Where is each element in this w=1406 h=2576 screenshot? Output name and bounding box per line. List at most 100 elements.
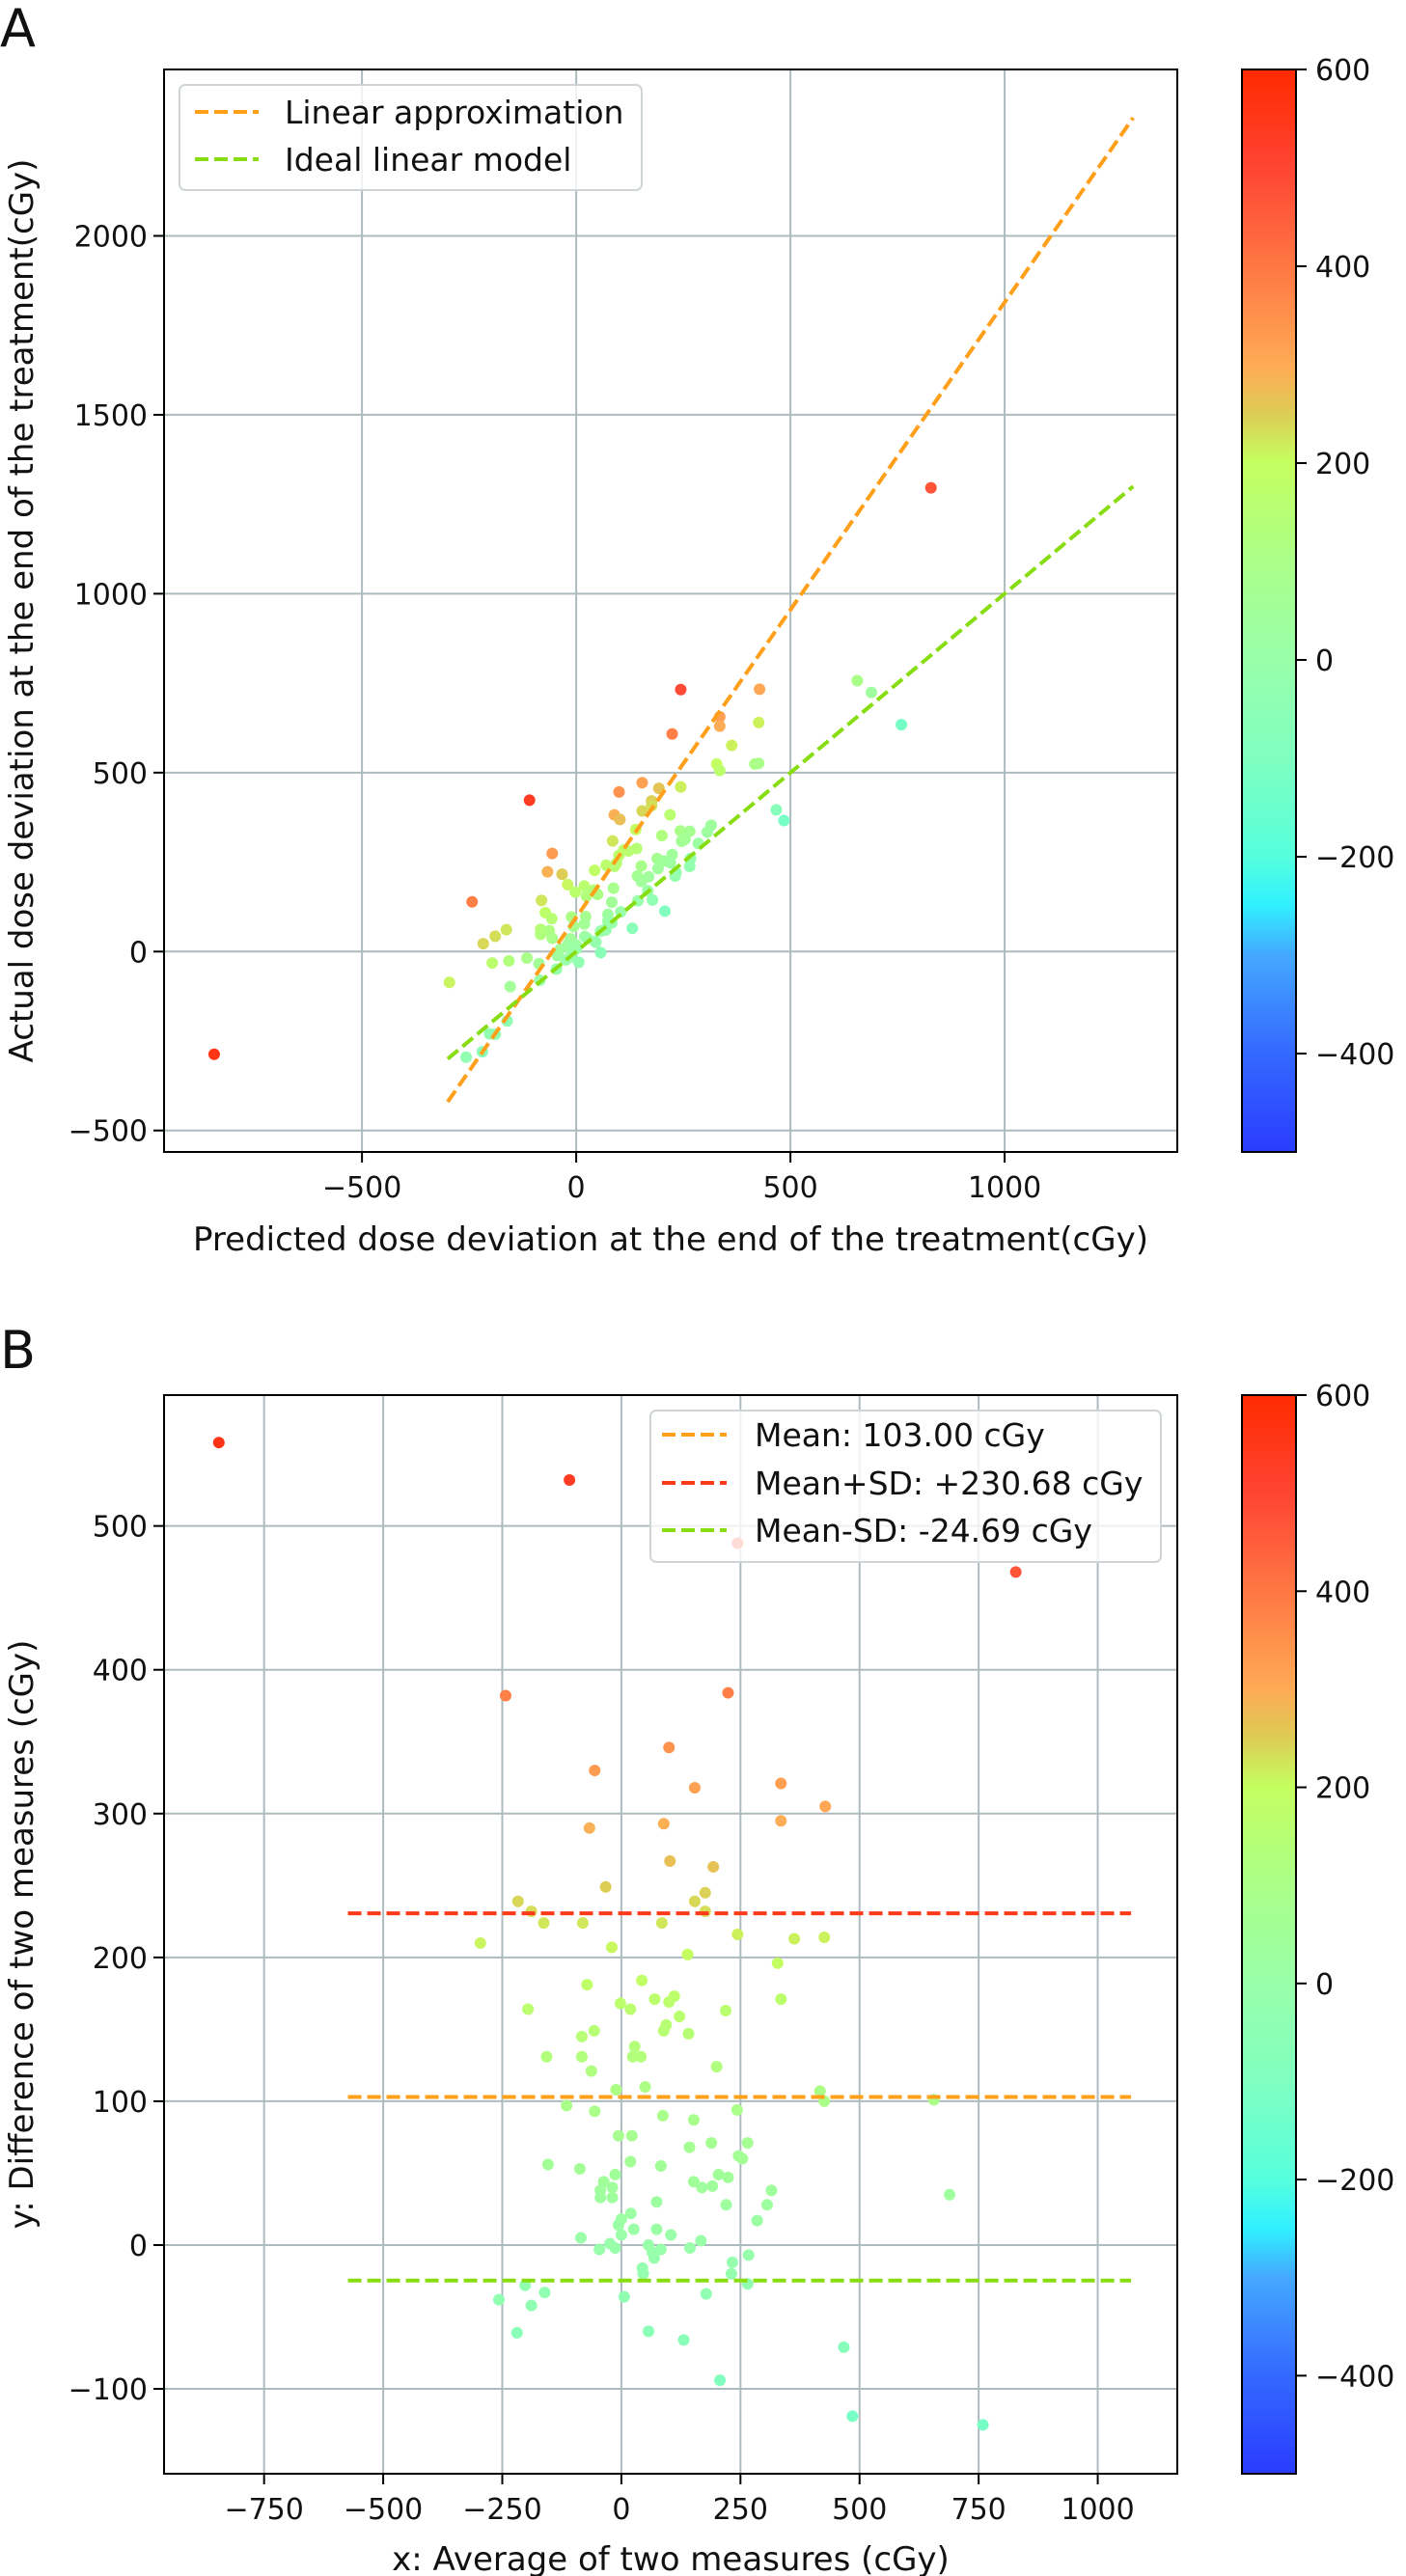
- scatter-point: [683, 861, 696, 873]
- scatter-point: [610, 2083, 622, 2096]
- scatter-point: [615, 2229, 627, 2241]
- scatter-point: [688, 1895, 701, 1907]
- scatter-point: [609, 2168, 621, 2180]
- scatter-point: [546, 847, 559, 860]
- scatter-point: [699, 1886, 711, 1899]
- scatter-point: [713, 720, 726, 732]
- scatter-point: [609, 2241, 621, 2254]
- colorbar-tick-label: −200: [1315, 841, 1394, 875]
- y-tick-label: 1000: [74, 578, 148, 612]
- scatter-point: [726, 2256, 738, 2268]
- scatter-point: [657, 2024, 670, 2037]
- scatter-point: [590, 936, 602, 948]
- colorbar-tick-label: 200: [1315, 1772, 1370, 1806]
- scatter-point: [687, 2176, 700, 2188]
- scatter-point: [646, 799, 658, 811]
- scatter-point: [540, 2050, 553, 2063]
- x-tick-label: 250: [713, 2493, 768, 2527]
- scatter-point: [503, 954, 515, 967]
- scatter-point: [474, 1936, 486, 1949]
- x-tick-label: −750: [224, 2493, 303, 2527]
- scatter-point: [612, 2129, 624, 2142]
- scatter-point: [593, 2243, 606, 2256]
- scatter-point: [924, 481, 937, 494]
- x-tick-label: 500: [762, 1171, 817, 1205]
- scatter-point: [659, 905, 672, 918]
- scatter-point: [575, 2030, 588, 2042]
- scatter-point: [618, 2290, 630, 2303]
- scatter-point: [546, 932, 559, 945]
- scatter-point: [556, 868, 568, 881]
- scatter-point: [753, 757, 765, 770]
- scatter-point: [751, 2214, 763, 2227]
- scatter-point: [504, 980, 516, 993]
- panel-a-axes: −500 0 500 1000 −500 0 500 1000 1500 2000: [69, 69, 1178, 1205]
- scatter-point: [636, 805, 648, 817]
- scatter-point: [665, 2229, 677, 2241]
- scatter-point: [589, 1765, 601, 1777]
- y-tick-label: 200: [93, 1942, 148, 1976]
- scatter-point: [731, 2103, 743, 2116]
- scatter-point: [486, 957, 499, 970]
- panel-b-colorbar: −400 −200 0 200 400 600: [1241, 1380, 1394, 2475]
- x-tick-label: 500: [832, 2493, 887, 2527]
- scatter-point: [722, 2171, 734, 2183]
- scatter-point: [650, 2223, 663, 2235]
- scatter-point: [614, 1997, 626, 2010]
- panel-b-x-axis-label: x: Average of two measures (cGy): [392, 2540, 950, 2576]
- scatter-point: [525, 2299, 538, 2312]
- scatter-point: [627, 2223, 640, 2235]
- scatter-point: [575, 2050, 588, 2063]
- scatter-point: [523, 794, 536, 807]
- scatter-point: [720, 2005, 732, 2017]
- panel-a-grid: [164, 69, 1177, 1152]
- fit-line-1: [446, 484, 1135, 1061]
- scatter-point: [635, 2050, 648, 2063]
- scatter-point: [511, 1895, 524, 1907]
- y-tick-label: 1500: [74, 399, 148, 433]
- scatter-point: [443, 976, 455, 989]
- panel-b-grid: [164, 1395, 1177, 2474]
- scatter-point: [710, 2061, 723, 2073]
- scatter-point: [725, 2267, 737, 2280]
- scatter-point: [522, 2003, 535, 2015]
- scatter-point: [775, 1815, 787, 1827]
- scatter-point: [712, 2168, 725, 2180]
- scatter-point: [605, 896, 618, 909]
- scatter-point: [741, 2137, 754, 2150]
- scatter-point: [477, 938, 489, 950]
- scatter-point: [771, 1957, 784, 1969]
- scatter-point: [732, 2150, 745, 2162]
- scatter-point: [695, 2234, 707, 2247]
- scatter-point: [493, 2293, 506, 2306]
- x-tick-label: −500: [322, 1171, 401, 1205]
- scatter-point: [655, 830, 668, 842]
- scatter-point: [636, 777, 648, 789]
- panel-b-axes: −750 −500 −250 0 250 500 750 1000 −100 0 100 200 300…: [69, 1394, 1178, 2527]
- scatter-point: [561, 2099, 573, 2112]
- scatter-point: [647, 893, 659, 906]
- scatter-point: [637, 2267, 649, 2280]
- scatter-point: [1009, 1566, 1022, 1578]
- scatter-point: [754, 683, 766, 696]
- scatter-point: [720, 2199, 732, 2211]
- scatter-point: [866, 686, 878, 699]
- legend-label-mean: Mean: 103.00 cGy: [755, 1416, 1045, 1454]
- scatter-point: [606, 1941, 619, 1954]
- scatter-point: [572, 956, 585, 969]
- x-tick-label: 750: [951, 2493, 1006, 2527]
- scatter-point: [541, 2158, 554, 2171]
- axes-frame: [163, 69, 1178, 1153]
- scatter-point: [538, 1917, 550, 1930]
- scatter-point: [656, 2109, 669, 2122]
- panel-a-x-axis-label: Predicted dose deviation at the end of t…: [193, 1220, 1148, 1259]
- scatter-point: [489, 930, 502, 943]
- scatter-point: [705, 2137, 718, 2150]
- y-tick-label: 500: [93, 1511, 148, 1545]
- scatter-point: [613, 785, 625, 798]
- scatter-point: [714, 2374, 727, 2387]
- scatter-point: [813, 2085, 826, 2097]
- scatter-point: [580, 890, 593, 902]
- legend-label-mean-plus-sd: Mean+SD: +230.68 cGy: [755, 1465, 1143, 1502]
- fit-line-0: [446, 116, 1135, 1104]
